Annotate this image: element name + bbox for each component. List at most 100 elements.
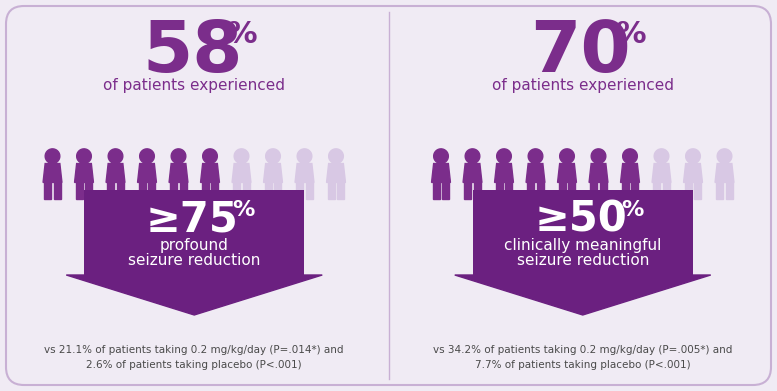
Polygon shape: [306, 183, 313, 199]
Text: %: %: [227, 20, 258, 49]
Polygon shape: [528, 149, 543, 163]
Polygon shape: [117, 183, 124, 199]
Polygon shape: [211, 183, 218, 199]
Text: vs 21.1% of patients taking 0.2 mg/kg/day (P=.014*) and: vs 21.1% of patients taking 0.2 mg/kg/da…: [44, 345, 344, 355]
Polygon shape: [274, 183, 281, 199]
Polygon shape: [685, 183, 692, 199]
Polygon shape: [138, 183, 146, 199]
Polygon shape: [85, 183, 92, 199]
Text: 70: 70: [531, 18, 631, 87]
Polygon shape: [265, 183, 272, 199]
Polygon shape: [716, 183, 723, 199]
Text: seizure reduction: seizure reduction: [517, 253, 649, 268]
Polygon shape: [169, 163, 188, 183]
Polygon shape: [232, 163, 251, 183]
Polygon shape: [234, 149, 249, 163]
Polygon shape: [455, 275, 711, 315]
Polygon shape: [631, 183, 639, 199]
Polygon shape: [695, 183, 702, 199]
Polygon shape: [433, 183, 440, 199]
Polygon shape: [148, 183, 155, 199]
Polygon shape: [106, 163, 125, 183]
Polygon shape: [526, 163, 545, 183]
Polygon shape: [200, 163, 219, 183]
Polygon shape: [108, 149, 123, 163]
Polygon shape: [329, 149, 343, 163]
Text: of patients experienced: of patients experienced: [103, 78, 285, 93]
Polygon shape: [266, 149, 280, 163]
Polygon shape: [431, 163, 451, 183]
Polygon shape: [170, 183, 177, 199]
Polygon shape: [171, 149, 186, 163]
Polygon shape: [140, 149, 155, 163]
Polygon shape: [203, 149, 218, 163]
Polygon shape: [179, 183, 187, 199]
Polygon shape: [559, 183, 566, 199]
Polygon shape: [621, 163, 639, 183]
Text: vs 34.2% of patients taking 0.2 mg/kg/day (P=.005*) and: vs 34.2% of patients taking 0.2 mg/kg/da…: [433, 345, 733, 355]
Text: ≥50: ≥50: [535, 198, 627, 240]
Polygon shape: [663, 183, 670, 199]
FancyBboxPatch shape: [6, 6, 771, 385]
Polygon shape: [600, 183, 607, 199]
Polygon shape: [622, 149, 637, 163]
Polygon shape: [442, 183, 449, 199]
Polygon shape: [684, 163, 702, 183]
Text: 58: 58: [142, 18, 242, 87]
Polygon shape: [527, 183, 535, 199]
Polygon shape: [242, 183, 250, 199]
Polygon shape: [138, 163, 156, 183]
Polygon shape: [43, 163, 62, 183]
Polygon shape: [328, 183, 335, 199]
Bar: [472, 190, 693, 275]
Polygon shape: [77, 149, 92, 163]
Polygon shape: [591, 149, 606, 163]
Polygon shape: [726, 183, 733, 199]
Polygon shape: [652, 163, 671, 183]
Polygon shape: [337, 183, 344, 199]
Polygon shape: [326, 163, 346, 183]
Polygon shape: [465, 149, 480, 163]
Polygon shape: [464, 183, 471, 199]
Polygon shape: [45, 149, 60, 163]
Polygon shape: [263, 163, 283, 183]
Polygon shape: [295, 163, 314, 183]
Text: ≥75: ≥75: [146, 198, 239, 240]
Bar: [84, 190, 305, 275]
Polygon shape: [497, 149, 511, 163]
Polygon shape: [590, 183, 598, 199]
Polygon shape: [54, 183, 61, 199]
Text: clinically meaningful: clinically meaningful: [504, 238, 661, 253]
Polygon shape: [494, 163, 514, 183]
Text: 7.7% of patients taking placebo (P<.001): 7.7% of patients taking placebo (P<.001): [475, 360, 691, 370]
Polygon shape: [568, 183, 576, 199]
Text: %: %: [621, 200, 643, 220]
Text: profound: profound: [160, 238, 228, 253]
Polygon shape: [715, 163, 734, 183]
Text: %: %: [232, 200, 255, 220]
Text: %: %: [615, 20, 646, 49]
Polygon shape: [558, 163, 577, 183]
Polygon shape: [434, 149, 448, 163]
Text: seizure reduction: seizure reduction: [128, 253, 260, 268]
Polygon shape: [717, 149, 732, 163]
Polygon shape: [44, 183, 51, 199]
Text: of patients experienced: of patients experienced: [492, 78, 674, 93]
Text: 2.6% of patients taking placebo (P<.001): 2.6% of patients taking placebo (P<.001): [86, 360, 302, 370]
Polygon shape: [505, 183, 512, 199]
Polygon shape: [537, 183, 544, 199]
Polygon shape: [559, 149, 574, 163]
Polygon shape: [66, 275, 322, 315]
Polygon shape: [75, 183, 82, 199]
Polygon shape: [463, 163, 482, 183]
Polygon shape: [474, 183, 481, 199]
Polygon shape: [622, 183, 629, 199]
Polygon shape: [201, 183, 209, 199]
Polygon shape: [75, 163, 93, 183]
Polygon shape: [589, 163, 608, 183]
Polygon shape: [654, 149, 669, 163]
Polygon shape: [296, 183, 303, 199]
Polygon shape: [496, 183, 503, 199]
Polygon shape: [685, 149, 700, 163]
Polygon shape: [653, 183, 660, 199]
